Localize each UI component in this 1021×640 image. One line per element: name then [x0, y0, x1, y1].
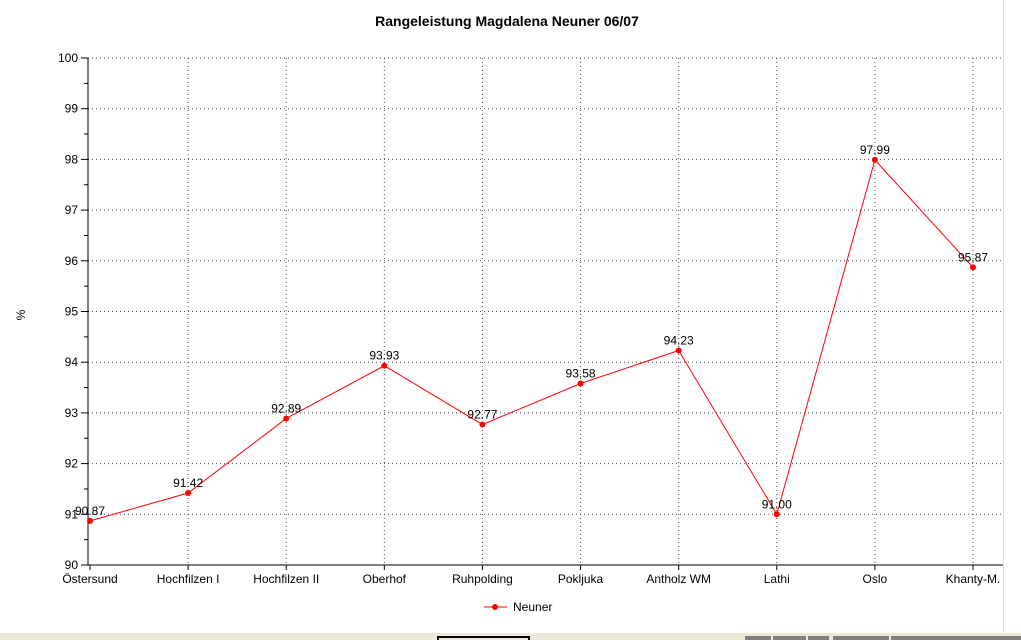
x-category-label: Oberhof [363, 572, 407, 586]
gridlines [88, 57, 1003, 565]
data-point-label: 92.89 [271, 401, 301, 415]
chart-title: Rangeleistung Magdalena Neuner 06/07 [375, 13, 639, 29]
x-category-label: Hochfilzen II [253, 572, 319, 586]
taskbar-button[interactable] [833, 636, 889, 640]
data-point-marker [185, 490, 192, 497]
x-category-label: Oslo [863, 572, 888, 586]
y-tick-label: 98 [65, 152, 79, 166]
data-point-marker [381, 362, 388, 369]
legend: Neuner [484, 600, 552, 614]
data-point-label: 93.58 [566, 366, 596, 380]
data-point-label: 91.00 [762, 497, 792, 511]
y-tick-label: 91 [65, 507, 79, 521]
data-point-label: 91.42 [173, 476, 203, 490]
taskbar-button[interactable] [891, 636, 1021, 640]
data-point-label: 97.99 [860, 143, 890, 157]
data-point-marker [283, 415, 290, 422]
data-point-marker [773, 511, 780, 518]
x-category-label: Khanty-M. [946, 572, 1001, 586]
x-category-label: Ruhpolding [452, 572, 513, 586]
x-category-label: Lathi [764, 572, 790, 586]
axes: 90 91 92 93 94 95 96 97 98 99 100 Östersund Hochfilz… [58, 51, 1003, 586]
y-tick-label: 96 [65, 254, 79, 268]
x-category-label: Antholz WM [646, 572, 711, 586]
y-tick-label: 90 [65, 558, 79, 572]
data-point-marker [577, 380, 584, 387]
y-tick-label: 99 [65, 102, 79, 116]
taskbar-active-button[interactable] [437, 636, 530, 640]
data-point-labels: 90.87 91.42 92.89 93.93 92.77 93.58 94.23 91.00… [75, 143, 988, 518]
x-category-label: Pokljuka [558, 572, 604, 586]
data-point-label: 92.77 [467, 408, 497, 422]
taskbar-button[interactable] [745, 636, 771, 640]
x-category-label: Hochfilzen I [157, 572, 220, 586]
series-line [89, 158, 974, 522]
series-neuner [87, 156, 976, 524]
data-point-marker [871, 156, 878, 163]
y-tick-label: 93 [65, 406, 79, 420]
data-point-label: 95.87 [958, 250, 988, 264]
y-axis-title: % [14, 309, 28, 320]
legend-label: Neuner [513, 600, 552, 614]
data-point-marker [675, 347, 682, 354]
data-point-label: 93.93 [369, 349, 399, 363]
y-tick-label: 94 [65, 355, 79, 369]
data-point-label: 90.87 [75, 504, 105, 518]
y-tick-label: 100 [58, 51, 78, 65]
window-right-border [1003, 0, 1004, 632]
taskbar-button[interactable] [773, 636, 806, 640]
x-category-label: Östersund [62, 572, 117, 586]
legend-marker [492, 604, 498, 610]
y-tick-label: 97 [65, 203, 79, 217]
taskbar-button[interactable] [808, 636, 829, 640]
y-tick-label: 95 [65, 305, 79, 319]
y-tick-label: 92 [65, 457, 79, 471]
data-point-label: 94.23 [664, 334, 694, 348]
data-point-marker [970, 264, 976, 271]
taskbar-strip [0, 632, 1021, 640]
data-point-marker [479, 421, 486, 428]
data-point-marker [87, 517, 93, 524]
